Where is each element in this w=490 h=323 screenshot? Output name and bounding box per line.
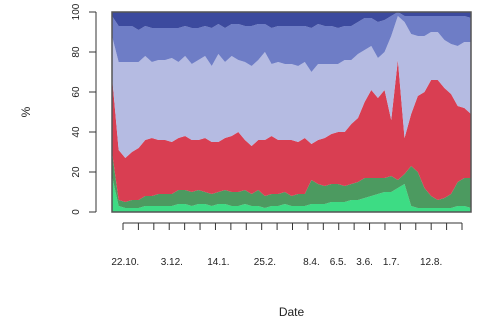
- y-tick-label: 60: [71, 86, 82, 98]
- x-tick-label: 8.4.: [303, 257, 320, 268]
- x-tick-label: 3.12.: [161, 257, 183, 268]
- y-tick-label: 40: [71, 126, 82, 138]
- area-series-1: [112, 176, 471, 212]
- x-axis-title: Date: [279, 305, 305, 319]
- area-series-3: [112, 60, 471, 202]
- x-axis: 22.10. 3.12. 14.1. 25.2. 8.4. 6.5. 3.6. 1.7. 12.…: [111, 222, 463, 268]
- y-tick-label: 80: [71, 46, 82, 58]
- plot-frame: [111, 11, 472, 213]
- x-tick-label: 1.7.: [383, 257, 400, 268]
- y-axis-title: %: [19, 106, 33, 117]
- x-tick-label: 22.10.: [111, 257, 139, 268]
- area-series-4: [112, 16, 471, 158]
- y-tick-label: 20: [71, 166, 82, 178]
- x-tick-label: 6.5.: [330, 257, 347, 268]
- x-tick-label: 25.2.: [254, 257, 276, 268]
- y-tick-label: 100: [71, 3, 82, 20]
- area-series-group: [112, 12, 471, 212]
- x-tick-label: 14.1.: [207, 257, 229, 268]
- y-tick-label: 0: [71, 209, 82, 215]
- y-axis: 0 20 40 60 80 100: [71, 3, 97, 215]
- x-tick-label: 3.6.: [356, 257, 373, 268]
- area-series-6: [112, 12, 471, 30]
- x-tick-label: 12.8.: [420, 257, 442, 268]
- area-series-2: [112, 152, 471, 208]
